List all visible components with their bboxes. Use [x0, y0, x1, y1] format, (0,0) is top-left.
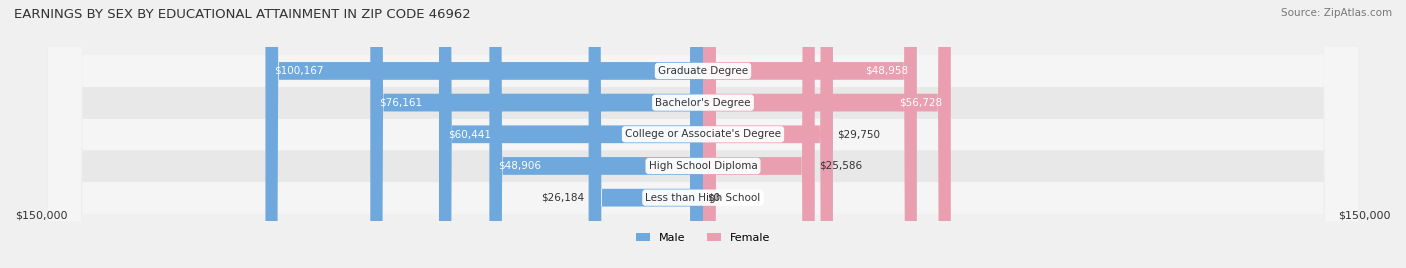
Text: Graduate Degree: Graduate Degree: [658, 66, 748, 76]
FancyBboxPatch shape: [703, 0, 832, 268]
FancyBboxPatch shape: [48, 0, 1358, 268]
Text: Less than High School: Less than High School: [645, 193, 761, 203]
Text: College or Associate's Degree: College or Associate's Degree: [626, 129, 780, 139]
Text: EARNINGS BY SEX BY EDUCATIONAL ATTAINMENT IN ZIP CODE 46962: EARNINGS BY SEX BY EDUCATIONAL ATTAINMEN…: [14, 8, 471, 21]
FancyBboxPatch shape: [589, 0, 703, 268]
FancyBboxPatch shape: [370, 0, 703, 268]
Legend: Male, Female: Male, Female: [631, 228, 775, 247]
FancyBboxPatch shape: [703, 0, 950, 268]
Text: $48,958: $48,958: [865, 66, 908, 76]
Text: $26,184: $26,184: [541, 193, 585, 203]
FancyBboxPatch shape: [489, 0, 703, 268]
Text: $48,906: $48,906: [498, 161, 541, 171]
FancyBboxPatch shape: [703, 0, 917, 268]
Text: $25,586: $25,586: [820, 161, 862, 171]
Text: $29,750: $29,750: [838, 129, 880, 139]
FancyBboxPatch shape: [439, 0, 703, 268]
FancyBboxPatch shape: [703, 0, 814, 268]
Text: High School Diploma: High School Diploma: [648, 161, 758, 171]
Text: $76,161: $76,161: [380, 98, 422, 108]
FancyBboxPatch shape: [48, 0, 1358, 268]
FancyBboxPatch shape: [48, 0, 1358, 268]
FancyBboxPatch shape: [48, 0, 1358, 268]
Text: Source: ZipAtlas.com: Source: ZipAtlas.com: [1281, 8, 1392, 18]
FancyBboxPatch shape: [48, 0, 1358, 268]
Text: $60,441: $60,441: [447, 129, 491, 139]
Text: $0: $0: [707, 193, 720, 203]
Text: Bachelor's Degree: Bachelor's Degree: [655, 98, 751, 108]
Text: $56,728: $56,728: [898, 98, 942, 108]
FancyBboxPatch shape: [266, 0, 703, 268]
Text: $150,000: $150,000: [15, 210, 67, 221]
Text: $100,167: $100,167: [274, 66, 323, 76]
Text: $150,000: $150,000: [1339, 210, 1391, 221]
